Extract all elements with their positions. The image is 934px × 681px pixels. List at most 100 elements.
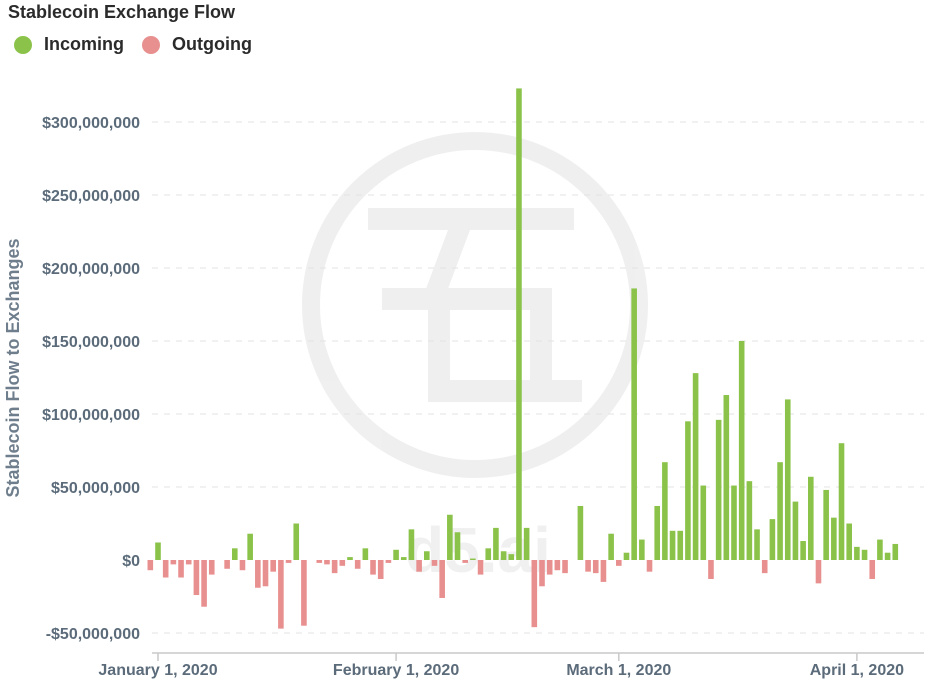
bar — [470, 558, 476, 560]
bar — [746, 481, 753, 560]
bar — [854, 546, 860, 560]
gridlines — [152, 121, 924, 634]
bar — [500, 551, 507, 560]
bar — [262, 560, 269, 587]
bar — [800, 541, 806, 560]
x-tick-label: February 1, 2020 — [333, 662, 459, 679]
legend-label-incoming: Incoming — [44, 34, 124, 54]
bar — [877, 539, 883, 560]
bar — [669, 530, 676, 560]
bar — [523, 527, 530, 560]
x-tick-label: January 1, 2020 — [98, 662, 217, 679]
bar — [531, 560, 538, 628]
y-axis-ticks: -$50,000,000 $0 $50,000,000 $100,000,000 $15… — [42, 115, 140, 643]
bar — [754, 529, 760, 560]
y-tick-label: $0 — [122, 553, 140, 570]
bar — [708, 560, 714, 579]
bar — [155, 542, 161, 560]
x-axis: January 1, 2020 February 1, 2020 March 1, … — [98, 652, 924, 679]
bar — [285, 560, 292, 563]
bar — [239, 560, 246, 571]
bar — [255, 560, 261, 588]
bar — [170, 560, 177, 565]
chart-title: Stablecoin Exchange Flow — [8, 2, 236, 22]
bar — [224, 560, 230, 569]
bar — [270, 560, 276, 572]
bar — [477, 560, 484, 575]
bar — [293, 523, 300, 560]
y-tick-label: $250,000,000 — [42, 188, 140, 205]
bar — [838, 443, 845, 560]
bars — [147, 88, 899, 629]
bar — [723, 395, 730, 560]
bar — [700, 485, 707, 560]
bar — [385, 560, 392, 563]
y-tick-label: $150,000,000 — [42, 334, 140, 351]
bar — [539, 560, 545, 587]
bar — [447, 514, 453, 560]
bar — [769, 519, 776, 560]
bar — [516, 88, 522, 561]
bar — [646, 560, 653, 572]
legend-item-outgoing[interactable]: Outgoing — [142, 34, 252, 55]
bar — [654, 505, 660, 560]
bar — [424, 551, 430, 560]
bar — [861, 549, 868, 560]
bar — [201, 560, 207, 607]
bar — [623, 552, 630, 560]
bar — [462, 560, 468, 563]
bar — [278, 560, 284, 629]
bar — [339, 560, 346, 566]
bar — [585, 560, 591, 572]
bar — [331, 560, 338, 574]
bar — [324, 560, 330, 565]
bar — [823, 489, 829, 560]
bar — [162, 560, 169, 578]
bar — [208, 560, 215, 575]
bar — [546, 560, 553, 575]
bar — [846, 523, 852, 560]
bar — [431, 560, 438, 566]
bar — [715, 419, 722, 560]
bar — [831, 517, 837, 560]
y-tick-label: $300,000,000 — [42, 115, 140, 132]
bar — [677, 530, 684, 560]
bar — [400, 557, 407, 560]
bar — [685, 421, 691, 560]
bar — [193, 560, 200, 596]
bar — [554, 560, 561, 571]
bar — [301, 560, 307, 626]
bar — [454, 532, 461, 560]
bar — [738, 341, 745, 560]
bar — [731, 485, 737, 560]
y-tick-label: $200,000,000 — [42, 261, 140, 278]
bar — [185, 560, 192, 565]
bar — [247, 533, 253, 560]
bar — [408, 529, 415, 560]
legend-swatch-incoming — [14, 35, 32, 54]
bar — [631, 288, 637, 560]
legend-item-incoming[interactable]: Incoming — [14, 34, 124, 55]
y-axis-label: Stablecoin Flow to Exchanges — [3, 238, 23, 497]
bar — [354, 560, 361, 569]
bar — [592, 560, 599, 574]
bar — [792, 501, 799, 560]
bar — [416, 560, 422, 572]
x-tick-label: March 1, 2020 — [566, 662, 671, 679]
bar — [600, 560, 607, 582]
bar — [393, 549, 399, 560]
bar — [493, 527, 499, 560]
bar — [439, 560, 445, 598]
bar — [577, 505, 584, 560]
bar — [377, 560, 384, 579]
bar — [692, 373, 699, 560]
bar — [884, 552, 891, 560]
bar — [370, 560, 376, 575]
bar — [815, 560, 822, 584]
legend-label-outgoing: Outgoing — [172, 34, 252, 54]
bar — [616, 560, 622, 566]
bar — [485, 548, 492, 560]
bar — [892, 543, 899, 560]
bar — [608, 533, 614, 560]
